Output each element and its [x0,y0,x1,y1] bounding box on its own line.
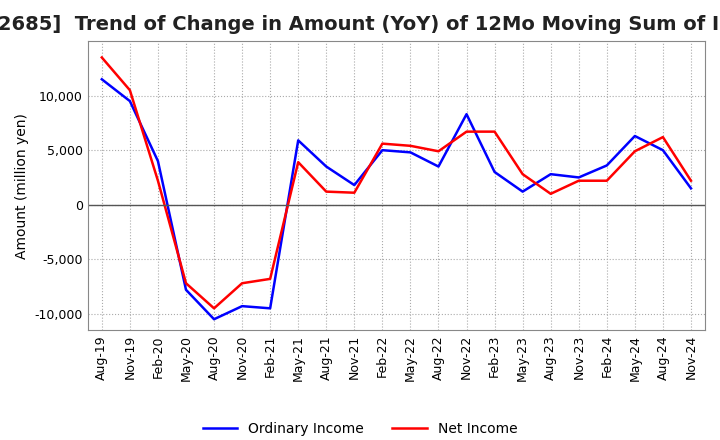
Net Income [266,276,274,282]
Ordinary Income [687,186,696,191]
Net Income [575,178,583,183]
Net Income [687,178,696,183]
Net Income [490,129,499,134]
Net Income [350,190,359,195]
Ordinary Income [462,112,471,117]
Y-axis label: Amount (million yen): Amount (million yen) [15,113,29,259]
Ordinary Income [350,183,359,188]
Net Income [518,172,527,177]
Ordinary Income [181,287,190,293]
Net Income [603,178,611,183]
Ordinary Income [659,147,667,153]
Line: Ordinary Income: Ordinary Income [102,79,691,319]
Ordinary Income [322,164,330,169]
Net Income [406,143,415,148]
Ordinary Income [97,77,106,82]
Ordinary Income [210,317,218,322]
Ordinary Income [266,306,274,311]
Ordinary Income [546,172,555,177]
Ordinary Income [575,175,583,180]
Net Income [546,191,555,196]
Net Income [125,88,134,93]
Ordinary Income [238,304,246,309]
Ordinary Income [631,133,639,139]
Net Income [238,281,246,286]
Net Income [659,135,667,140]
Net Income [631,149,639,154]
Net Income [434,149,443,154]
Net Income [153,178,162,183]
Net Income [210,306,218,311]
Title: [2685]  Trend of Change in Amount (YoY) of 12Mo Moving Sum of Incomes: [2685] Trend of Change in Amount (YoY) o… [0,15,720,34]
Ordinary Income [125,99,134,104]
Net Income [462,129,471,134]
Net Income [181,281,190,286]
Ordinary Income [518,189,527,194]
Ordinary Income [378,147,387,153]
Line: Net Income: Net Income [102,58,691,308]
Ordinary Income [406,150,415,155]
Net Income [378,141,387,146]
Ordinary Income [153,158,162,164]
Ordinary Income [603,163,611,168]
Net Income [294,160,302,165]
Ordinary Income [434,164,443,169]
Net Income [97,55,106,60]
Ordinary Income [490,169,499,175]
Ordinary Income [294,138,302,143]
Legend: Ordinary Income, Net Income: Ordinary Income, Net Income [197,417,523,440]
Net Income [322,189,330,194]
